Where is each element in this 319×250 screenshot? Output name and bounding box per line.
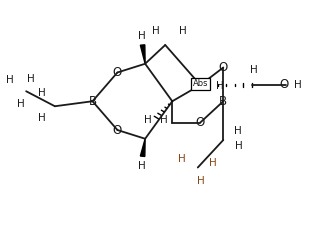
Text: H: H (179, 26, 187, 36)
Polygon shape (140, 139, 145, 156)
Text: H: H (27, 74, 35, 84)
Text: Abs: Abs (193, 79, 208, 88)
Text: H: H (209, 158, 217, 168)
Text: H: H (250, 65, 257, 75)
Text: O: O (219, 61, 228, 74)
Text: B: B (219, 95, 227, 108)
Text: B: B (88, 95, 97, 108)
Text: H: H (6, 75, 14, 85)
Text: H: H (294, 80, 302, 90)
Text: H: H (235, 141, 243, 151)
Text: H: H (178, 154, 186, 164)
Text: H: H (38, 112, 46, 122)
Text: H: H (160, 115, 168, 125)
Text: H: H (38, 88, 46, 98)
Text: H: H (197, 176, 205, 186)
Text: O: O (279, 78, 288, 92)
Polygon shape (140, 45, 145, 64)
Text: H: H (152, 26, 160, 36)
Text: H: H (17, 99, 24, 109)
Text: H: H (234, 126, 241, 136)
Text: O: O (196, 116, 205, 129)
Text: O: O (113, 66, 122, 79)
Text: H: H (138, 161, 146, 171)
Text: H: H (145, 115, 152, 125)
Text: H: H (138, 31, 146, 41)
Text: H: H (216, 81, 223, 91)
Text: O: O (113, 124, 122, 136)
